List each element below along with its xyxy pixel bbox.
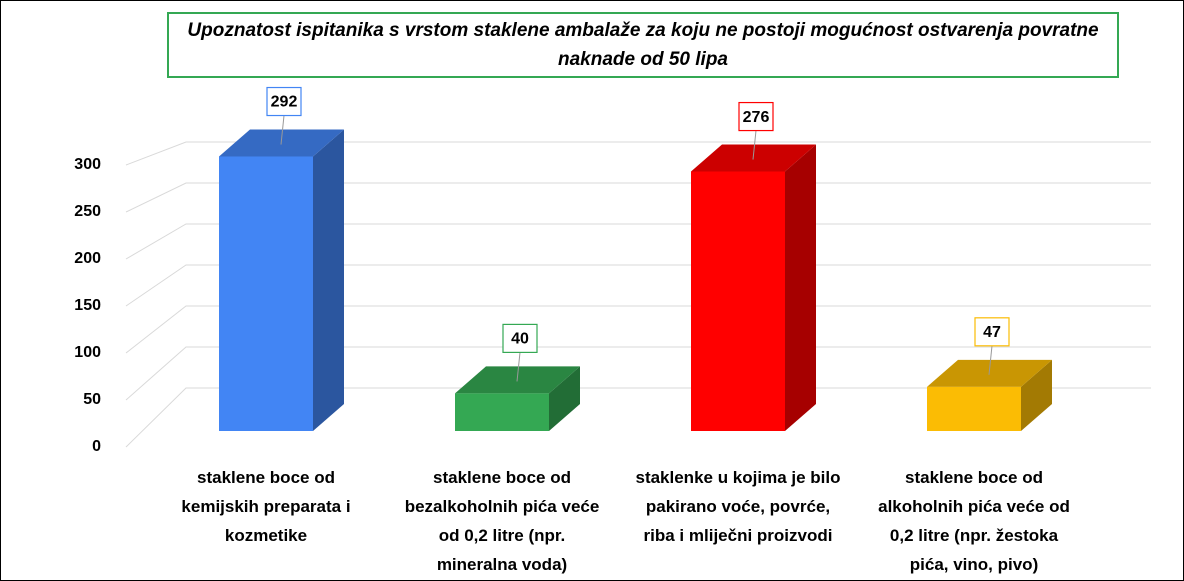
bar-side bbox=[313, 129, 344, 431]
label-box bbox=[502, 323, 538, 353]
y-tick-label: 250 bbox=[74, 203, 101, 220]
y-tick-label: 200 bbox=[74, 250, 101, 267]
label-box bbox=[974, 317, 1010, 347]
bar-side bbox=[1021, 359, 1052, 431]
bar bbox=[691, 144, 816, 431]
x-tick-label: staklene boce od alkoholnih pića veće od… bbox=[878, 468, 1070, 574]
data-label: 47 bbox=[983, 324, 1001, 341]
grid-line bbox=[125, 305, 1151, 354]
grid-line bbox=[125, 141, 1151, 166]
grid-line bbox=[125, 182, 1151, 213]
data-label: 276 bbox=[743, 109, 770, 126]
grid-line bbox=[125, 223, 1151, 260]
x-tick-label: staklene boce od bezalkoholnih pića veće… bbox=[404, 468, 600, 574]
label-leader bbox=[516, 352, 521, 382]
y-tick-label: 0 bbox=[92, 438, 101, 455]
x-tick-label: staklenke u kojima je bilo pakirano voće… bbox=[635, 468, 841, 545]
chart-title: Upoznatost ispitanika s vrstom staklene … bbox=[167, 12, 1119, 78]
label-leader bbox=[752, 130, 757, 160]
bar-front bbox=[219, 156, 313, 431]
bar-front bbox=[455, 393, 549, 431]
data-label: 292 bbox=[271, 94, 298, 111]
label-leader bbox=[280, 115, 285, 145]
bar bbox=[219, 129, 344, 431]
data-label: 40 bbox=[511, 331, 529, 348]
y-tick-label: 50 bbox=[83, 391, 101, 408]
label-leader bbox=[988, 345, 993, 375]
grid-line bbox=[125, 387, 1151, 448]
y-tick-label: 150 bbox=[74, 297, 101, 314]
x-tick-label: staklene boce od kemijskih preparata i k… bbox=[181, 468, 351, 545]
y-tick-label: 300 bbox=[74, 156, 101, 173]
y-tick-label: 100 bbox=[74, 344, 101, 361]
bar-side bbox=[785, 144, 816, 431]
bar-front bbox=[691, 171, 785, 431]
bar-side bbox=[549, 366, 580, 431]
bar-front bbox=[927, 386, 1021, 431]
grid-line bbox=[125, 264, 1151, 307]
grid-line bbox=[125, 346, 1151, 401]
label-box bbox=[266, 86, 302, 117]
label-box bbox=[738, 101, 774, 132]
